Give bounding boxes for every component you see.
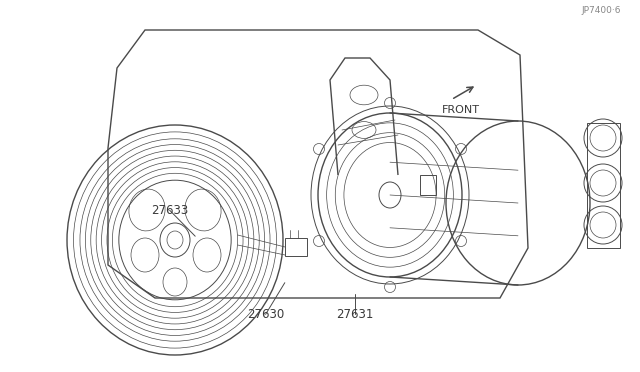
Text: 27630: 27630 (247, 308, 284, 321)
Text: JP7400·6: JP7400·6 (581, 6, 621, 15)
Text: FRONT: FRONT (442, 105, 479, 115)
Text: 27631: 27631 (337, 308, 374, 321)
Text: 27633: 27633 (151, 204, 188, 217)
